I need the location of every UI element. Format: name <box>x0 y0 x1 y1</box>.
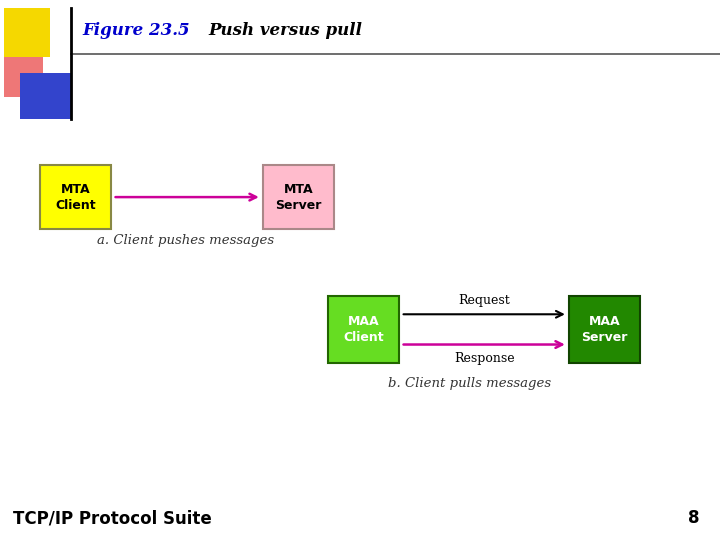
FancyBboxPatch shape <box>328 296 399 363</box>
Text: MAA
Client: MAA Client <box>343 315 384 344</box>
Text: Request: Request <box>459 294 510 307</box>
Bar <box>4 8 50 57</box>
Text: a. Client pushes messages: a. Client pushes messages <box>97 234 274 247</box>
Bar <box>20 73 71 119</box>
FancyBboxPatch shape <box>264 165 334 229</box>
Text: TCP/IP Protocol Suite: TCP/IP Protocol Suite <box>13 509 212 528</box>
Bar <box>4 57 43 97</box>
Text: b. Client pulls messages: b. Client pulls messages <box>388 377 552 390</box>
Text: 8: 8 <box>688 509 700 528</box>
Text: MTA
Server: MTA Server <box>276 183 322 212</box>
Text: MTA
Client: MTA Client <box>55 183 96 212</box>
Text: Response: Response <box>454 352 515 365</box>
FancyBboxPatch shape <box>40 165 111 229</box>
Text: MAA
Server: MAA Server <box>582 315 628 344</box>
Text: Figure 23.5: Figure 23.5 <box>83 22 190 39</box>
Text: Push versus pull: Push versus pull <box>209 22 363 39</box>
FancyBboxPatch shape <box>569 296 641 363</box>
